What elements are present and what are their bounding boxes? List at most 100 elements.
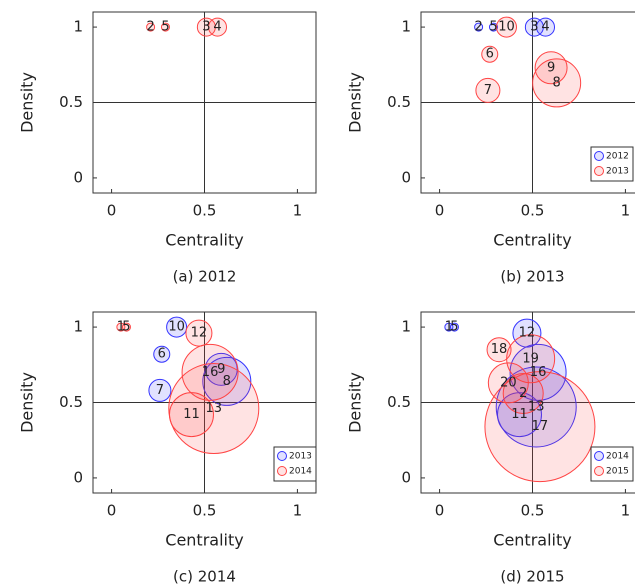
bubble-label: 5 bbox=[161, 20, 169, 35]
bubble-label: 5 bbox=[489, 20, 497, 35]
y-tick-label: 0 bbox=[401, 468, 411, 486]
bubble-label: 12 bbox=[191, 326, 208, 341]
bubble-label: 17 bbox=[532, 419, 549, 434]
bubble-label: 5 bbox=[450, 320, 458, 335]
bubble bbox=[536, 17, 556, 37]
bubble-label: 8 bbox=[223, 374, 231, 389]
bubble-label: 13 bbox=[528, 400, 545, 415]
y-tick-label: 0 bbox=[73, 468, 83, 486]
y-tick-label: 1 bbox=[73, 318, 83, 336]
bubble bbox=[208, 17, 228, 37]
legend-swatch bbox=[594, 151, 604, 161]
bubble bbox=[534, 51, 568, 85]
x-tick-label: 0.5 bbox=[521, 202, 545, 220]
bubble-label: 2 bbox=[519, 386, 527, 401]
legend-swatch bbox=[277, 466, 287, 476]
bubble bbox=[524, 17, 544, 37]
bubble bbox=[487, 362, 529, 404]
bubble bbox=[449, 322, 459, 332]
x-tick-label: 0.5 bbox=[193, 202, 217, 220]
bubble bbox=[486, 337, 512, 363]
bubble bbox=[148, 378, 172, 402]
bubble-label: 3 bbox=[202, 20, 210, 35]
bubble-label: 12 bbox=[519, 326, 536, 341]
y-axis-label: Density bbox=[346, 372, 365, 433]
bubble bbox=[495, 366, 577, 448]
legend-label: 2015 bbox=[606, 467, 629, 477]
x-tick-label: 0 bbox=[435, 202, 445, 220]
y-tick-label: 0.5 bbox=[59, 393, 83, 411]
bubble bbox=[502, 372, 544, 414]
bubble bbox=[532, 58, 582, 108]
y-axis-label: Density bbox=[18, 72, 37, 133]
bubble bbox=[509, 343, 567, 401]
bubble bbox=[475, 77, 501, 103]
bubble bbox=[160, 22, 170, 32]
bubble-label: 3 bbox=[530, 20, 538, 35]
bubble bbox=[496, 392, 542, 438]
bubble bbox=[168, 363, 260, 455]
bubble-label: 11 bbox=[183, 407, 200, 422]
bubble bbox=[181, 343, 239, 401]
bubble bbox=[495, 16, 517, 38]
bubble bbox=[481, 45, 499, 63]
legend-swatch bbox=[277, 451, 287, 461]
bubble-label: 2 bbox=[146, 20, 154, 35]
bubble-label: 6 bbox=[486, 47, 494, 62]
x-tick-label: 0.5 bbox=[521, 502, 545, 520]
bubble-label: 7 bbox=[156, 383, 164, 398]
bubble-label: 10 bbox=[498, 20, 515, 35]
legend-label: 2014 bbox=[606, 452, 629, 462]
bubble-label: 18 bbox=[491, 342, 508, 357]
x-tick-label: 0 bbox=[107, 502, 117, 520]
bubble bbox=[488, 22, 498, 32]
bubble-label: 9 bbox=[217, 362, 225, 377]
x-axis-label: Centrality bbox=[165, 531, 243, 550]
x-tick-label: 0 bbox=[435, 502, 445, 520]
y-tick-label: 1 bbox=[401, 318, 411, 336]
caption: (a) 2012 bbox=[173, 268, 237, 286]
x-tick-label: 0 bbox=[107, 202, 117, 220]
legend-box bbox=[273, 446, 317, 482]
legend-label: 2014 bbox=[289, 467, 312, 477]
bubble-label: 11 bbox=[511, 407, 528, 422]
bubble bbox=[196, 17, 216, 37]
x-tick-label: 1 bbox=[621, 202, 631, 220]
bubble bbox=[202, 356, 252, 406]
bubble bbox=[506, 334, 556, 384]
bubble-label: 9 bbox=[547, 60, 555, 75]
bubble-label: 1 bbox=[117, 320, 125, 335]
y-tick-label: 0 bbox=[401, 168, 411, 186]
legend-label: 2013 bbox=[289, 452, 312, 462]
bubble-label: 16 bbox=[202, 365, 219, 380]
bubble-label: 19 bbox=[522, 351, 539, 366]
legend-label: 2012 bbox=[606, 152, 629, 162]
bubble bbox=[121, 322, 131, 332]
x-tick-label: 1 bbox=[293, 202, 303, 220]
x-axis-label: Centrality bbox=[493, 531, 571, 550]
bubble-label: 10 bbox=[168, 320, 185, 335]
bubble-label: 6 bbox=[158, 347, 166, 362]
bubble-label: 20 bbox=[500, 375, 517, 390]
y-tick-label: 1 bbox=[401, 18, 411, 36]
legend-swatch bbox=[594, 166, 604, 176]
bubble bbox=[146, 22, 156, 32]
y-tick-label: 1 bbox=[73, 18, 83, 36]
legend-label: 2013 bbox=[606, 167, 629, 177]
bubble-label: 13 bbox=[206, 401, 223, 416]
y-axis-label: Density bbox=[18, 372, 37, 433]
y-tick-label: 0.5 bbox=[387, 93, 411, 111]
bubble-label: 2 bbox=[474, 20, 482, 35]
bubble-label: 4 bbox=[541, 20, 549, 35]
bubble-label: 8 bbox=[553, 75, 561, 90]
bubble bbox=[484, 371, 596, 483]
bubble bbox=[153, 345, 171, 363]
plot-area: 2 5 3 4 10 6 7 98 bbox=[474, 16, 582, 108]
caption: (d) 2015 bbox=[500, 568, 564, 586]
